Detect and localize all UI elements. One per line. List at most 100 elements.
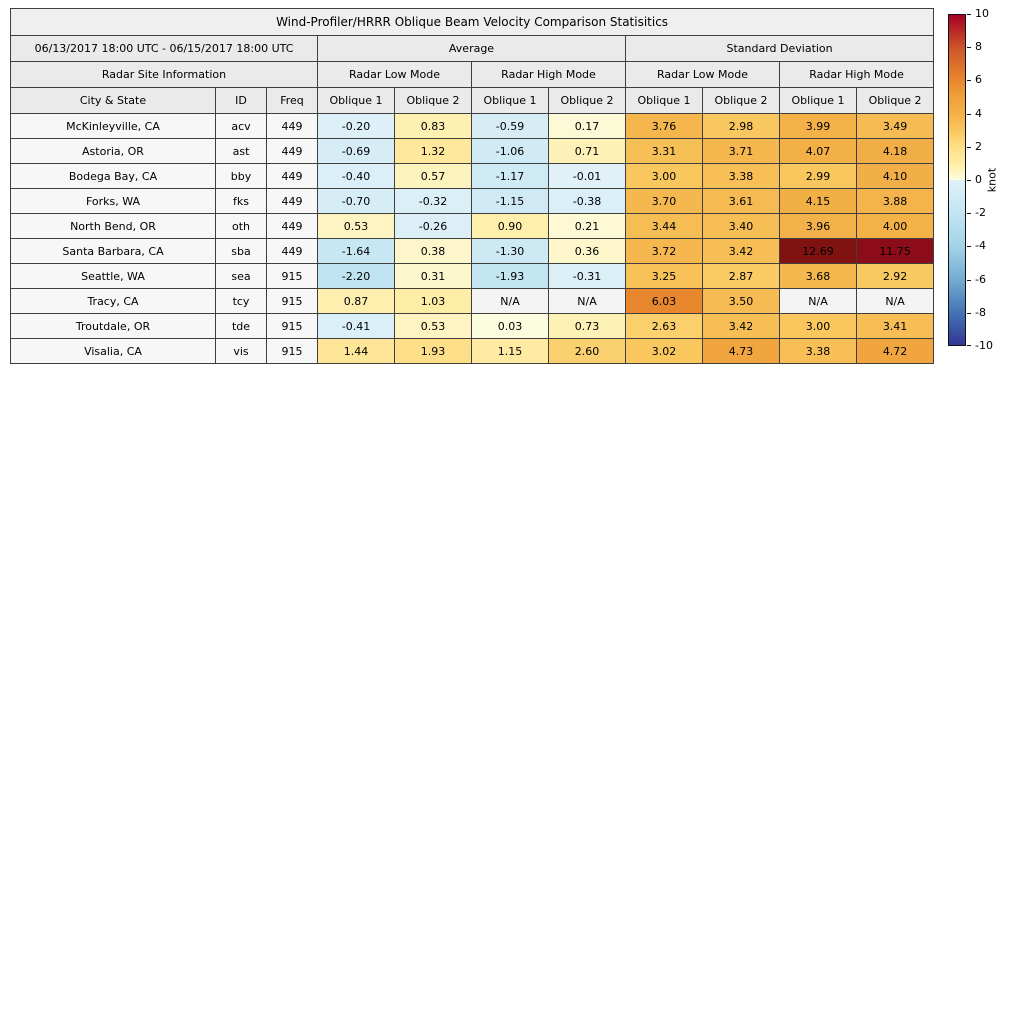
value-cell: 3.31: [625, 138, 703, 164]
freq-cell: 449: [266, 113, 318, 139]
group-header-average: Average: [317, 35, 626, 62]
col-header-oblique1: Oblique 1: [779, 87, 857, 114]
value-cell: 3.44: [625, 213, 703, 239]
site-id-cell: sea: [215, 263, 267, 289]
value-cell: 3.25: [625, 263, 703, 289]
value-cell: 2.87: [702, 263, 780, 289]
table-row: Bodega Bay, CA bby 449 -0.40 0.57 -1.17 -0.01 3…: [10, 163, 935, 189]
site-id-cell: fks: [215, 188, 267, 214]
value-cell: -0.01: [548, 163, 626, 189]
table-row: Tracy, CA tcy 915 0.87 1.03 N/A N/A 6.03 3.50 N/A…: [10, 288, 935, 314]
value-cell: 4.18: [855, 138, 935, 164]
city-cell: North Bend, OR: [10, 213, 216, 239]
site-id-cell: tde: [215, 313, 267, 339]
city-cell: Visalia, CA: [10, 338, 216, 364]
value-cell: -1.30: [471, 238, 549, 264]
freq-cell: 449: [266, 238, 318, 264]
value-cell: -0.31: [548, 263, 626, 289]
colorbar-tick: [967, 14, 971, 15]
value-cell: 3.49: [855, 113, 935, 139]
avg-high-mode-header: Radar High Mode: [471, 61, 626, 88]
site-info-header: Radar Site Information: [10, 61, 318, 88]
value-cell: 3.42: [702, 238, 780, 264]
value-cell: -0.26: [394, 213, 472, 239]
value-cell: 3.72: [625, 238, 703, 264]
value-cell: -1.64: [317, 238, 395, 264]
group-header-standard-deviation: Standard Deviation: [624, 35, 935, 62]
value-cell: 3.76: [625, 113, 703, 139]
value-cell: -1.15: [471, 188, 549, 214]
stats-table: Wind-Profiler/HRRR Oblique Beam Velocity…: [9, 8, 935, 364]
value-cell: 3.00: [625, 163, 703, 189]
col-header-oblique1: Oblique 1: [471, 87, 549, 114]
city-cell: Bodega Bay, CA: [10, 163, 216, 189]
mode-header-row: Radar Site Information Radar Low Mode Ra…: [10, 61, 935, 88]
table-title: Wind-Profiler/HRRR Oblique Beam Velocity…: [9, 8, 935, 36]
col-header-oblique2: Oblique 2: [394, 87, 472, 114]
site-id-cell: tcy: [215, 288, 267, 314]
value-cell: 1.44: [317, 338, 395, 364]
value-cell: 0.71: [548, 138, 626, 164]
colorbar-tick-label: 0: [975, 173, 982, 186]
colorbar-tick: [967, 345, 971, 346]
freq-cell: 915: [266, 338, 318, 364]
colorbar-tick: [967, 312, 971, 314]
value-cell: 0.83: [394, 113, 472, 139]
value-cell: 2.98: [702, 113, 780, 139]
col-header-city-state: City & State: [10, 87, 216, 114]
std-high-mode-header: Radar High Mode: [778, 61, 935, 88]
value-cell: 3.71: [702, 138, 780, 164]
value-cell: 3.40: [702, 213, 780, 239]
site-id-cell: oth: [215, 213, 267, 239]
colorbar-tick-label: 2: [975, 139, 982, 153]
value-cell: 3.38: [779, 338, 857, 364]
colorbar-tick: [967, 80, 971, 82]
col-header-oblique1: Oblique 1: [317, 87, 395, 114]
colorbar-tick: [967, 180, 971, 181]
value-cell: -0.32: [394, 188, 472, 214]
value-cell: 4.00: [855, 213, 935, 239]
value-cell: 2.60: [548, 338, 626, 364]
value-cell: -0.70: [317, 188, 395, 214]
site-id-cell: vis: [215, 338, 267, 364]
title-row: Wind-Profiler/HRRR Oblique Beam Velocity…: [9, 8, 935, 36]
value-cell: 2.63: [625, 313, 703, 339]
col-header-oblique2: Oblique 2: [702, 87, 780, 114]
value-cell: -0.59: [471, 113, 549, 139]
colorbar-tick-label: 10: [975, 7, 989, 20]
colorbar-tick: [967, 246, 971, 248]
col-header-id: ID: [215, 87, 267, 114]
colorbar-tick: [967, 213, 971, 215]
value-cell-na: N/A: [779, 288, 857, 314]
col-header-freq: Freq: [266, 87, 318, 114]
value-cell: -1.17: [471, 163, 549, 189]
value-cell: 3.38: [702, 163, 780, 189]
col-header-oblique1: Oblique 1: [625, 87, 703, 114]
value-cell-na: N/A: [855, 288, 935, 314]
value-cell: -1.06: [471, 138, 549, 164]
value-cell: 2.92: [855, 263, 935, 289]
value-cell: 1.03: [394, 288, 472, 314]
city-cell: McKinleyville, CA: [10, 113, 216, 139]
value-cell: -0.20: [317, 113, 395, 139]
value-cell: 0.53: [317, 213, 395, 239]
table-row: Troutdale, OR tde 915 -0.41 0.53 0.03 0.73 2.63…: [10, 313, 935, 339]
value-cell: 0.87: [317, 288, 395, 314]
site-id-cell: acv: [215, 113, 267, 139]
table-row: North Bend, OR oth 449 0.53 -0.26 0.90 0.21 3.4…: [10, 213, 935, 239]
freq-cell: 915: [266, 313, 318, 339]
city-cell: Tracy, CA: [10, 288, 216, 314]
value-cell: 3.70: [625, 188, 703, 214]
city-cell: Troutdale, OR: [10, 313, 216, 339]
col-header-oblique2: Oblique 2: [548, 87, 626, 114]
freq-cell: 449: [266, 138, 318, 164]
colorbar-tick: [967, 47, 971, 49]
value-cell: 6.03: [625, 288, 703, 314]
colorbar-tick-label: -6: [975, 272, 986, 286]
value-cell: 0.17: [548, 113, 626, 139]
value-cell: 0.36: [548, 238, 626, 264]
group-header-row: 06/13/2017 18:00 UTC - 06/15/2017 18:00 …: [10, 35, 935, 62]
value-cell: 1.15: [471, 338, 549, 364]
colorbar-ticks: 10 8 6 4 2 0 -2 -4 -6 -8 -10: [948, 8, 1024, 352]
value-cell: 1.93: [394, 338, 472, 364]
